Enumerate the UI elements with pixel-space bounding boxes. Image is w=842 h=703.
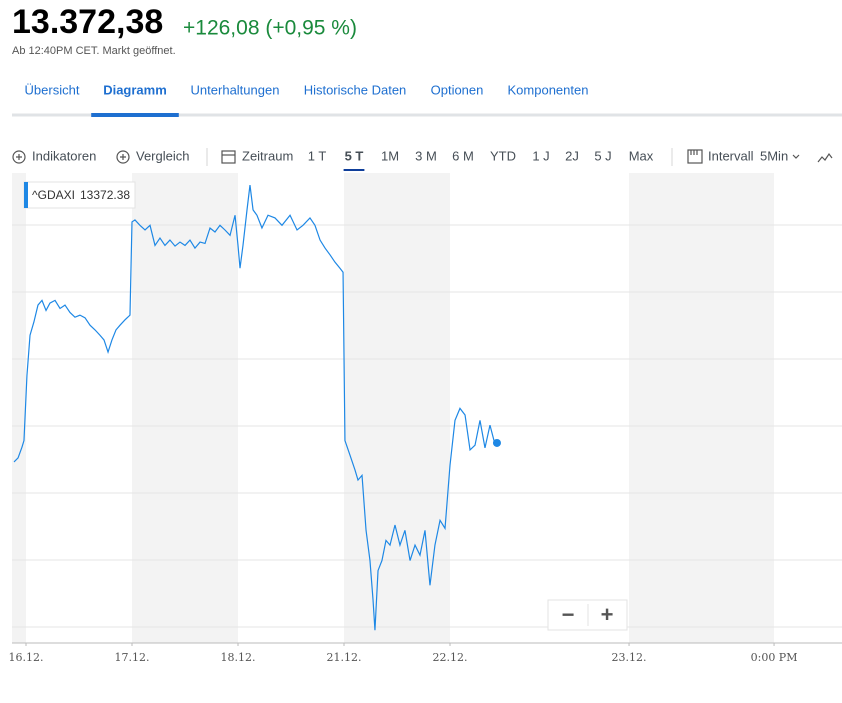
- day-bands: [12, 173, 774, 643]
- range-label[interactable]: Zeitraum: [242, 148, 293, 163]
- x-tick-label: 16.12.: [8, 651, 43, 664]
- range-option[interactable]: 1 J: [532, 148, 549, 163]
- legend-marker: [24, 182, 28, 208]
- range-option[interactable]: 2J: [565, 148, 579, 163]
- price: 13.372,38: [12, 3, 163, 41]
- tab[interactable]: Diagramm: [103, 82, 167, 97]
- interval-label[interactable]: Intervall: [708, 148, 754, 163]
- x-tick-label: 23.12.: [612, 651, 647, 664]
- tab[interactable]: Unterhaltungen: [191, 82, 280, 97]
- last-price-dot: [492, 438, 501, 447]
- range-option[interactable]: Max: [629, 148, 654, 163]
- range-option[interactable]: 1M: [381, 148, 399, 163]
- x-tick-label: 22.12.: [433, 651, 468, 664]
- legend-box: [23, 181, 136, 209]
- legend-value: 13372.38: [80, 188, 130, 202]
- tab[interactable]: Historische Daten: [304, 82, 407, 97]
- range-option[interactable]: 1 T: [308, 148, 327, 163]
- x-tick-label: 0:00 PM: [751, 651, 798, 664]
- range-option[interactable]: 6 M: [452, 148, 474, 163]
- zoom-in[interactable]: +: [601, 602, 614, 627]
- x-tick-label: 17.12.: [114, 651, 149, 664]
- active-range-underline: [343, 169, 365, 171]
- range-option[interactable]: 5 J: [594, 148, 611, 163]
- active-tab-underline: [91, 113, 179, 117]
- x-tick-label: 18.12.: [220, 651, 255, 664]
- price-line: [13, 184, 498, 631]
- zoom-out[interactable]: −: [562, 602, 575, 627]
- range-option[interactable]: 5 T: [345, 148, 364, 163]
- indicators-button[interactable]: Indikatoren: [32, 148, 96, 163]
- toolbar-icons: [12, 148, 833, 166]
- compare-button[interactable]: Vergleich: [136, 148, 189, 163]
- range-option[interactable]: 3 M: [415, 148, 437, 163]
- price-change: +126,08 (+0,95 %): [183, 17, 357, 40]
- legend-symbol: ^GDAXI: [32, 188, 75, 202]
- interval-value[interactable]: 5Min: [760, 148, 788, 163]
- zoom-controls: [547, 599, 628, 631]
- market-status: Ab 12:40PM CET. Markt geöffnet.: [12, 45, 176, 57]
- x-tick-label: 21.12.: [327, 651, 362, 664]
- tab[interactable]: Übersicht: [25, 82, 80, 97]
- range-option[interactable]: YTD: [490, 148, 516, 163]
- grid: [12, 224, 842, 628]
- tab[interactable]: Komponenten: [508, 82, 589, 97]
- tab[interactable]: Optionen: [431, 82, 484, 97]
